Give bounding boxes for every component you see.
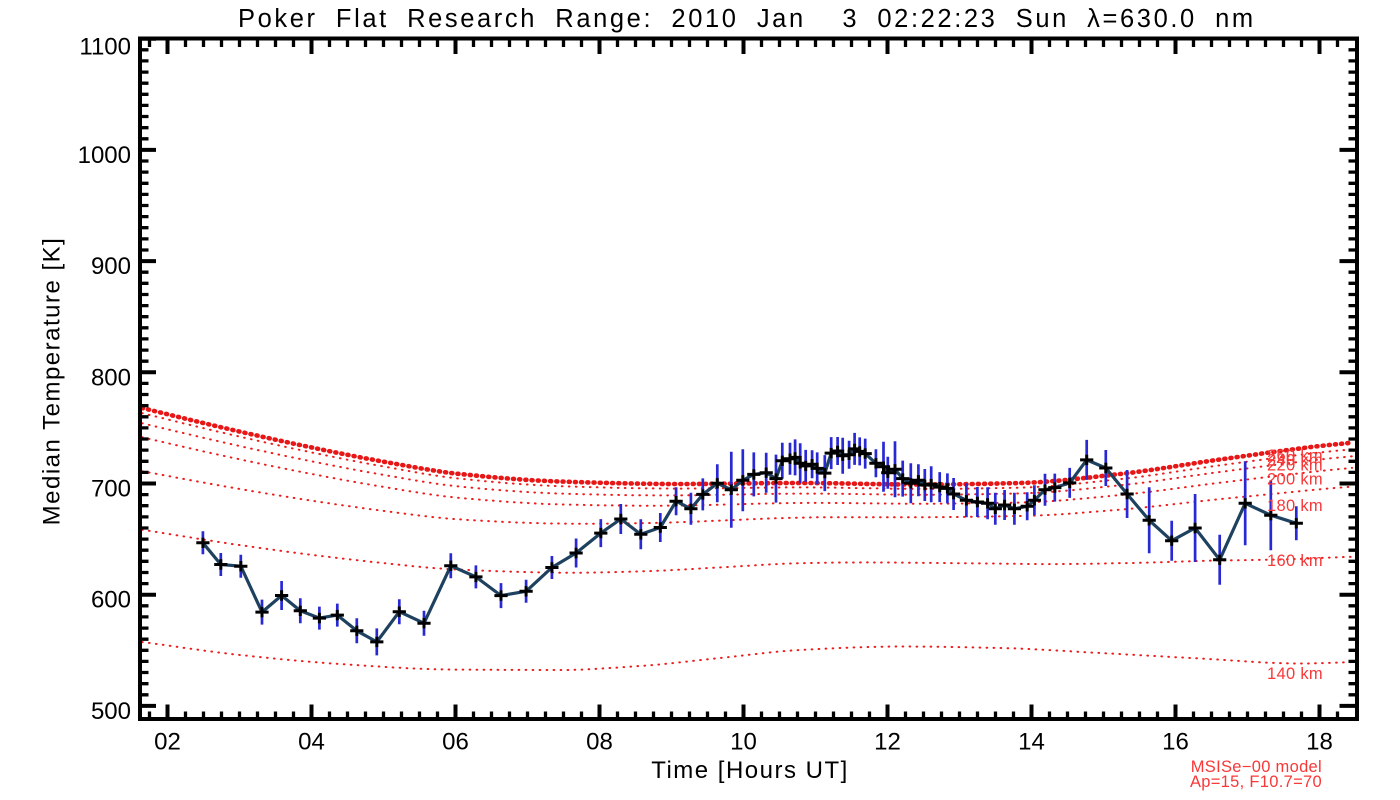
svg-text:Time [Hours UT]: Time [Hours UT]: [651, 757, 849, 784]
svg-text:220 km: 220 km: [1267, 457, 1323, 475]
svg-text:900: 900: [91, 253, 131, 280]
svg-text:04: 04: [298, 729, 325, 756]
svg-text:180 km: 180 km: [1267, 497, 1323, 515]
svg-text:600: 600: [91, 587, 131, 614]
svg-text:Median Temperature [K]: Median Temperature [K]: [39, 237, 66, 526]
svg-text:1100: 1100: [79, 34, 131, 61]
svg-text:260 km: 260 km: [1267, 447, 1323, 465]
svg-text:MSISe−00 model: MSISe−00 model: [1191, 758, 1322, 776]
svg-text:160 km: 160 km: [1267, 552, 1323, 570]
svg-text:240 km: 240 km: [1267, 452, 1323, 470]
svg-text:200 km: 200 km: [1267, 471, 1323, 489]
svg-text:1000: 1000: [78, 142, 131, 169]
svg-text:700: 700: [91, 476, 131, 503]
svg-text:08: 08: [586, 729, 613, 756]
svg-text:18: 18: [1306, 729, 1333, 756]
svg-text:12: 12: [874, 729, 901, 756]
svg-text:14: 14: [1018, 729, 1045, 756]
svg-text:02: 02: [154, 729, 181, 756]
svg-text:16: 16: [1162, 729, 1189, 756]
svg-text:800: 800: [91, 364, 131, 391]
svg-text:10: 10: [730, 729, 757, 756]
svg-text:Ap=15, F10.7=70: Ap=15, F10.7=70: [1190, 773, 1322, 791]
svg-text:140 km: 140 km: [1267, 665, 1323, 683]
svg-text:06: 06: [442, 729, 469, 756]
svg-text:Poker Flat Research Range: 201: Poker Flat Research Range: 2010 Jan 3 02…: [238, 5, 1256, 33]
svg-text:500: 500: [91, 698, 131, 725]
